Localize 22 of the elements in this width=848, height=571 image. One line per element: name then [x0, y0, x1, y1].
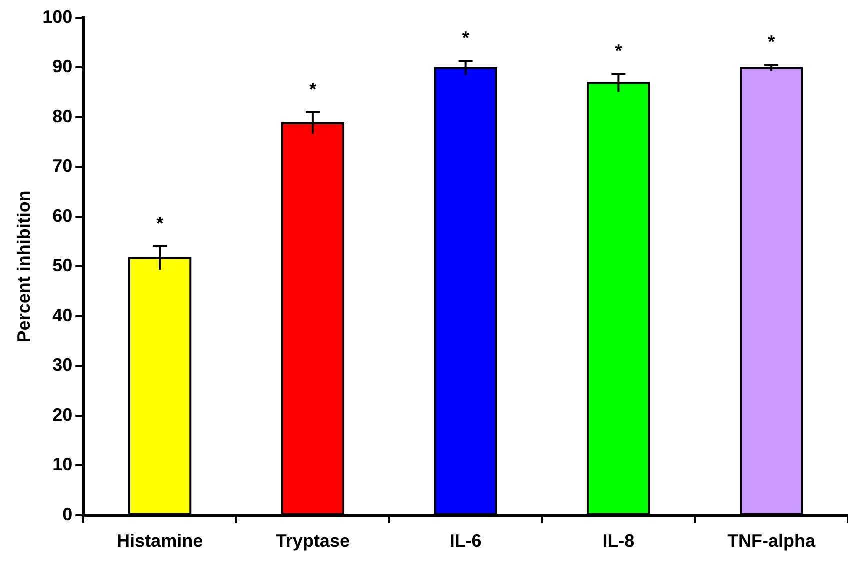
x-tick-label: TNF-alpha	[728, 531, 817, 552]
x-tick-label: Histamine	[117, 531, 204, 552]
y-tick-label: 90	[52, 56, 73, 77]
y-tick-label: 50	[52, 256, 73, 276]
y-tick-label: 70	[52, 156, 73, 176]
x-tick-label: IL-8	[602, 531, 635, 552]
y-tick-label: 60	[52, 206, 73, 226]
annotation: *	[309, 79, 316, 100]
y-tick-label: 80	[52, 106, 73, 126]
y-tick-label: 40	[52, 305, 73, 326]
y-tick-label: 100	[42, 6, 73, 27]
annotation: *	[768, 32, 776, 52]
annotation: *	[156, 213, 164, 234]
y-axis-title: Percent inhibition	[14, 190, 34, 343]
x-tick-label: IL-6	[450, 531, 482, 552]
y-tick-label: 0	[62, 504, 73, 524]
annotation: *	[615, 41, 622, 62]
x-tick-label: Tryptase	[276, 531, 350, 552]
y-tick-label: 20	[52, 404, 73, 425]
y-tick-label: 30	[52, 355, 73, 376]
y-tick-label: 10	[52, 454, 73, 475]
annotation: *	[462, 28, 470, 48]
